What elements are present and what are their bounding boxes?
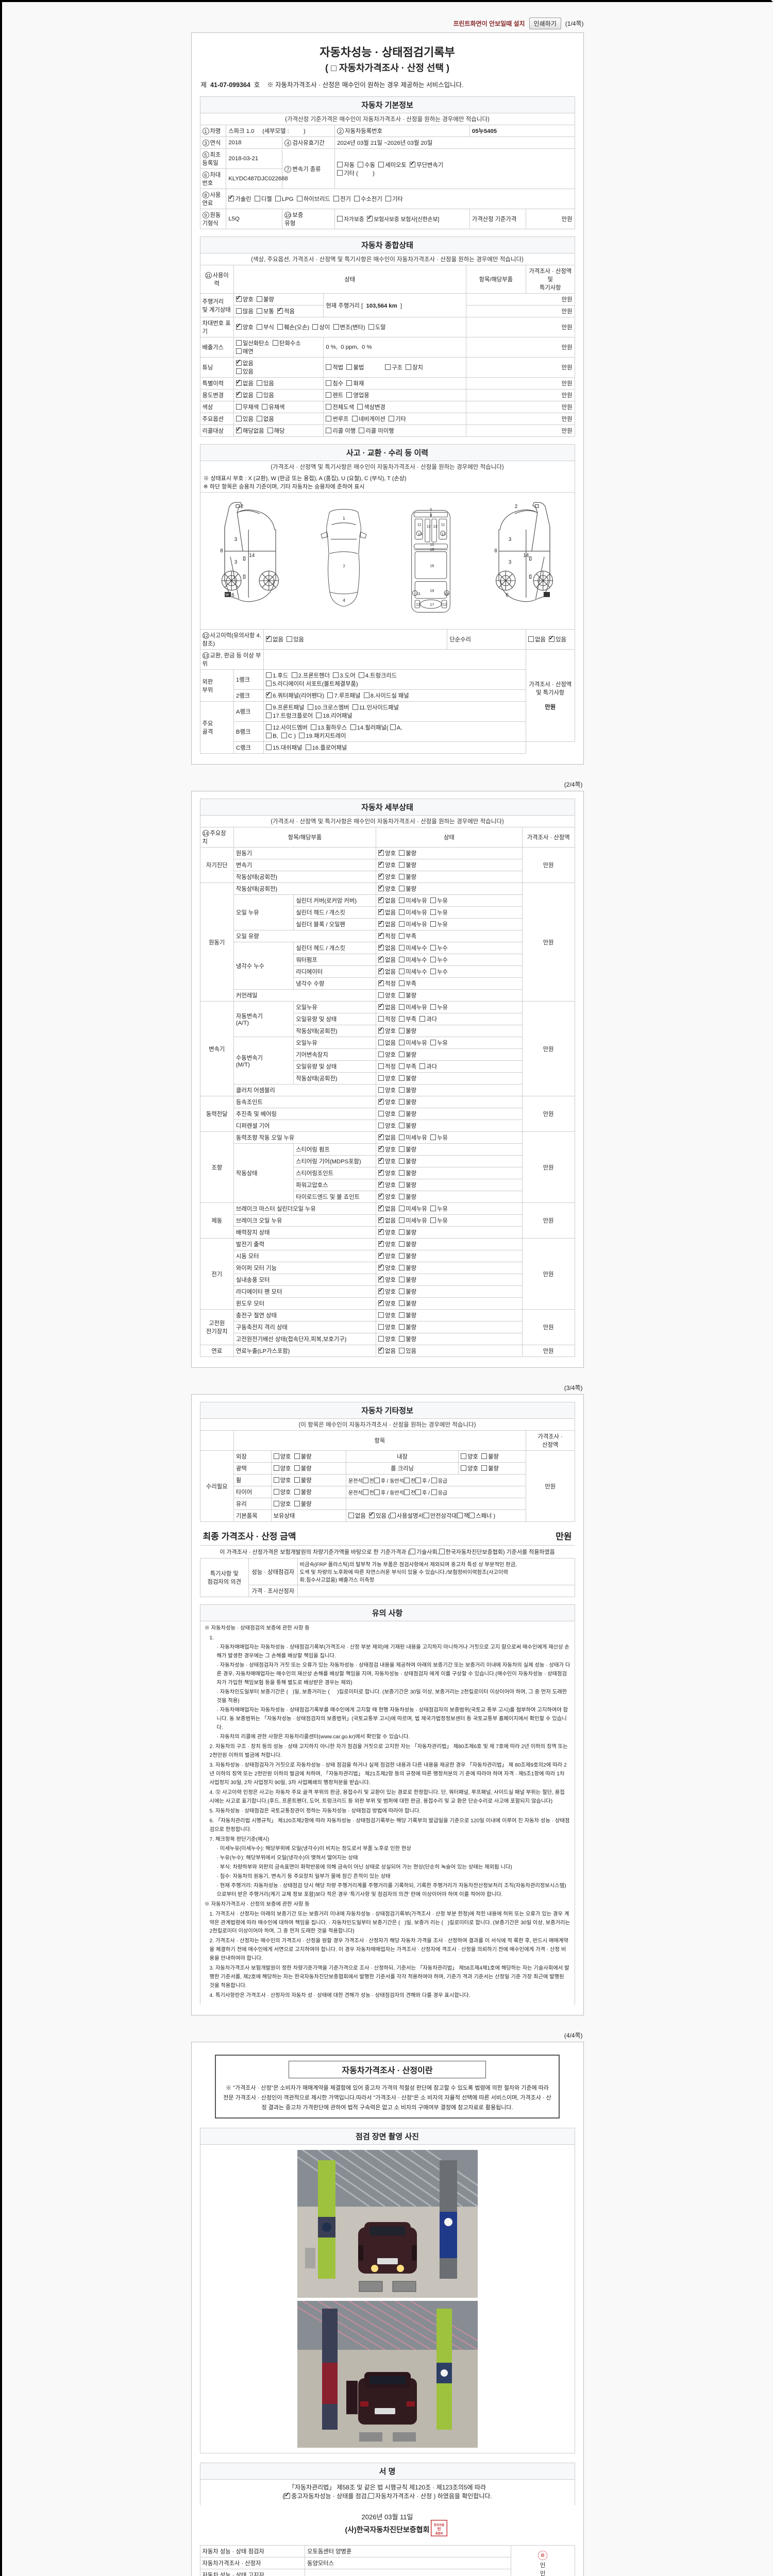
svg-text:9: 9 <box>430 513 432 518</box>
svg-text:11: 11 <box>417 522 422 527</box>
svg-text:6: 6 <box>506 592 509 598</box>
svg-text:3: 3 <box>509 560 512 565</box>
svg-text:14: 14 <box>523 553 529 558</box>
svg-text:12: 12 <box>443 602 447 606</box>
svg-text:5: 5 <box>430 507 432 512</box>
svg-text:12: 12 <box>416 602 420 606</box>
svg-text:3: 3 <box>234 560 238 565</box>
svg-text:13: 13 <box>442 532 446 536</box>
svg-text:4: 4 <box>343 598 345 603</box>
svg-text:2: 2 <box>515 504 518 510</box>
svg-text:12: 12 <box>433 524 438 529</box>
svg-text:13: 13 <box>416 591 420 596</box>
svg-text:1: 1 <box>343 516 345 521</box>
svg-text:7: 7 <box>343 564 345 569</box>
svg-text:16: 16 <box>430 564 434 568</box>
svg-text:13: 13 <box>418 532 422 536</box>
svg-text:3: 3 <box>234 537 238 543</box>
svg-text:17: 17 <box>430 602 434 607</box>
svg-text:14: 14 <box>249 553 255 558</box>
svg-text:증협회: 증협회 <box>435 2532 443 2535</box>
svg-text:15: 15 <box>430 547 434 552</box>
svg-text:印: 印 <box>541 2553 545 2558</box>
svg-text:8: 8 <box>494 548 497 554</box>
svg-text:19: 19 <box>430 588 434 593</box>
svg-text:10: 10 <box>430 543 434 547</box>
svg-text:12: 12 <box>427 524 431 529</box>
svg-text:인: 인 <box>438 2527 441 2532</box>
svg-text:W: W <box>225 592 229 597</box>
svg-text:11: 11 <box>441 522 445 527</box>
svg-text:6: 6 <box>231 592 234 598</box>
svg-text:3: 3 <box>509 537 512 543</box>
svg-text:13: 13 <box>444 591 448 596</box>
svg-text:2: 2 <box>241 504 244 510</box>
svg-text:8: 8 <box>220 548 223 554</box>
